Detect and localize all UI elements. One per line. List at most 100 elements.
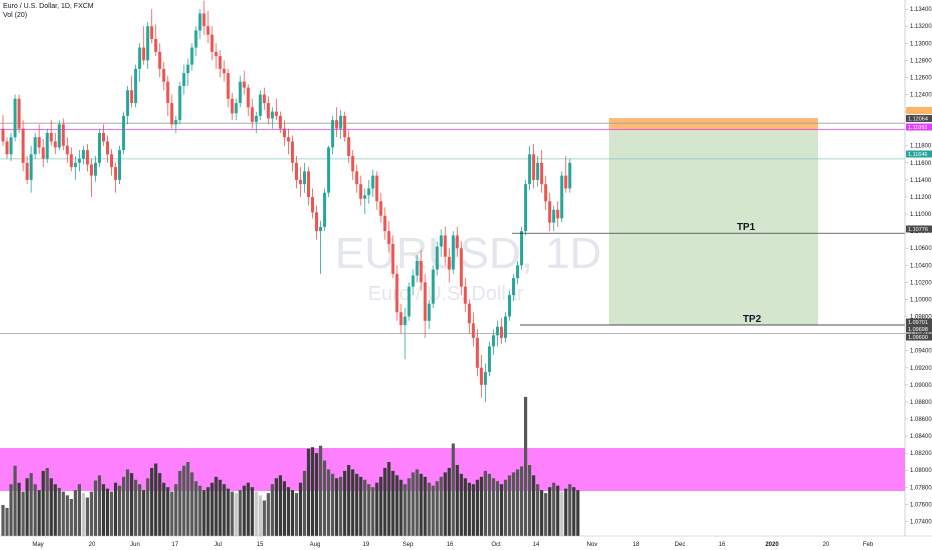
symbol-watermark: EURUSD, 1D Euro / U.S. Dollar (335, 229, 602, 305)
long-position-tool[interactable] (609, 117, 818, 325)
candle-body (552, 209, 556, 223)
volume-bar (556, 485, 560, 536)
volume-bar (41, 470, 45, 536)
volume-bar (359, 476, 363, 536)
candle-body (254, 115, 258, 122)
stop-loss-zone (609, 117, 818, 131)
price-axis[interactable]: 1.13400 1.13200 1.13000 1.12800 1.12600 1.124… (904, 0, 932, 536)
candle-body (150, 26, 154, 40)
volume-bar (383, 467, 387, 536)
volume-bar (351, 469, 355, 536)
volume-bar (371, 487, 375, 536)
price-tick-label: 1.09000 (910, 383, 932, 389)
time-tick-label: 15 (257, 542, 264, 548)
volume-bar (544, 493, 548, 536)
volume-bar (17, 482, 21, 536)
candle-body (206, 26, 210, 35)
candle-body (222, 68, 226, 74)
candle-body (335, 120, 339, 129)
candle-body (343, 115, 347, 138)
candle-body (13, 98, 17, 138)
candle-body (61, 124, 65, 146)
candle-body (395, 273, 399, 313)
volume-bar (335, 478, 339, 536)
volume-indicator-label: Vol (20) (3, 12, 28, 19)
horizontal-lines[interactable] (0, 122, 905, 335)
time-tick-label: May (32, 542, 43, 548)
volume-bar (528, 464, 532, 536)
price-tags: 1.120641.119921.116461.107761.097011.096… (906, 107, 932, 341)
volume-bar (142, 490, 146, 536)
candle-body (491, 335, 495, 347)
volume-bar (427, 482, 431, 536)
candle-body (363, 195, 367, 199)
candle-body (218, 56, 222, 69)
candle-body (258, 94, 262, 116)
price-tag-value: 1.11992 (908, 125, 927, 131)
volume-bar (447, 467, 451, 536)
volume-bar (560, 491, 564, 536)
volume-bar (298, 482, 303, 536)
volume-bar (294, 493, 299, 536)
price-tag-box (906, 318, 932, 326)
volume-bar (282, 481, 286, 536)
volume-bar (387, 462, 391, 536)
candle-body (319, 226, 323, 232)
candle-body (77, 158, 81, 163)
time-axis[interactable]: May 20 Jun 17 Jul 15 Aug 19 Sep 16 Oct 14 Nov 18 Dec 16… (0, 535, 932, 548)
candle-body (451, 235, 455, 270)
stop-loss-tag (906, 107, 932, 114)
candle-body (423, 282, 427, 321)
volume-bar (419, 473, 423, 536)
volume-bar (395, 475, 399, 536)
candle-body (383, 215, 387, 232)
candle-body (238, 81, 242, 104)
volume-bar (318, 445, 323, 536)
time-tick-label: 17 (172, 542, 179, 548)
volume-bar (266, 493, 270, 536)
candle-body (520, 231, 524, 266)
take-profit-zone (609, 130, 818, 325)
volume-bar (1, 504, 5, 536)
volume-bar (503, 479, 508, 536)
candle-body (294, 162, 298, 180)
candle-body (57, 124, 61, 148)
volume-bar (258, 495, 262, 536)
volume-bar (403, 484, 407, 536)
candle-body (568, 162, 572, 189)
candle-body (303, 171, 306, 185)
price-tag-value: 1.12064 (908, 117, 928, 123)
price-tick-label: 1.11200 (910, 195, 932, 201)
time-tick-label: 20 (89, 542, 96, 548)
volume-bar (122, 476, 126, 536)
candle-body (158, 51, 162, 69)
candle-body (463, 286, 467, 304)
price-tick-label: 1.12800 (910, 58, 932, 64)
candle-body (479, 367, 483, 385)
price-tick-label: 1.09200 (910, 366, 932, 372)
candle-body (495, 326, 499, 336)
price-tick-label: 1.08000 (910, 468, 932, 474)
candle-body (114, 167, 118, 180)
volume-bar (194, 481, 198, 536)
candle-body (278, 115, 282, 129)
candle-body (508, 295, 512, 317)
candle-body (154, 39, 158, 52)
volume-bar (242, 485, 246, 536)
candle-body (21, 128, 25, 163)
volume-bar (572, 487, 576, 536)
candle-body (435, 246, 439, 270)
candle-body (367, 188, 371, 196)
candle-body (564, 175, 568, 189)
price-tick-label: 1.13200 (910, 24, 932, 30)
candle-body (483, 372, 487, 385)
volume-bar (399, 479, 403, 536)
candle-body (174, 120, 178, 125)
volume-bar (391, 470, 395, 536)
candle-body (106, 141, 110, 155)
candle-body (286, 137, 290, 142)
candle-body (246, 87, 250, 108)
volume-bar (367, 484, 371, 536)
volume-bar (166, 487, 170, 536)
